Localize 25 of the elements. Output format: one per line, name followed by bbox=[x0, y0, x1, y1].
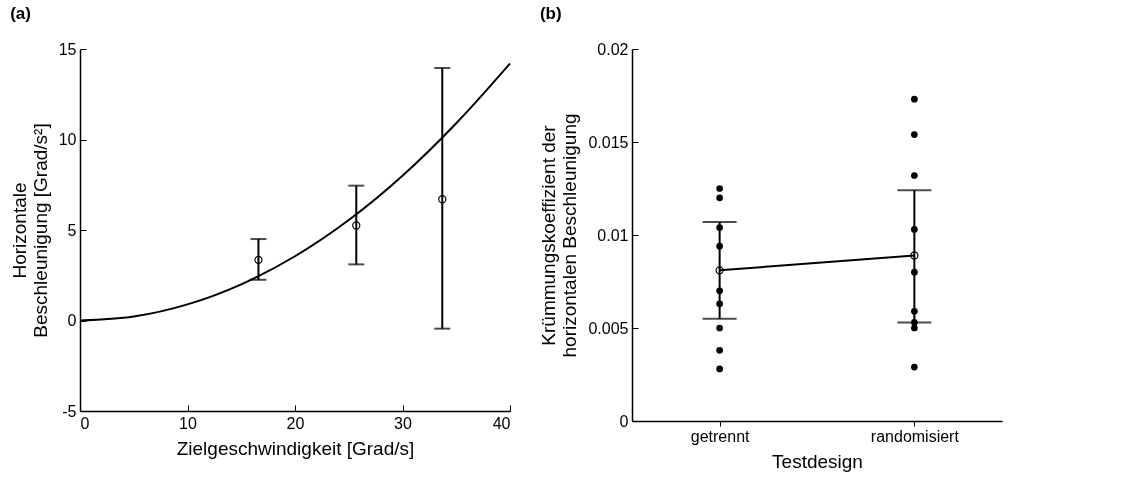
x-axis-title: Testdesign bbox=[772, 450, 863, 472]
y-tick-label: 0.005 bbox=[588, 319, 629, 337]
x-tick-label: 40 bbox=[492, 414, 511, 432]
y-tick-label: -5 bbox=[62, 402, 77, 420]
y-tick-label: 0.015 bbox=[588, 133, 629, 151]
y-tick-label: 0.01 bbox=[597, 226, 629, 244]
x-tick-label: randomisiert bbox=[870, 427, 960, 445]
chart-title: (b) bbox=[539, 4, 562, 23]
y-tick-label: 0 bbox=[67, 312, 77, 329]
x-tick-label: 30 bbox=[394, 414, 412, 432]
x-tick-label: 20 bbox=[286, 414, 305, 432]
point bbox=[438, 195, 447, 204]
point bbox=[352, 221, 361, 230]
y-axis-title: Horizontale Beschleunigung [Grad/s²] bbox=[8, 123, 51, 338]
point bbox=[254, 255, 263, 264]
x-tick-label: getrennt bbox=[690, 427, 751, 445]
x-axis-title: Zielgeschwindigkeit [Grad/s] bbox=[176, 437, 415, 459]
x-tick-label: 10 bbox=[179, 414, 197, 432]
y-tick-label: 10 bbox=[58, 131, 77, 148]
y-axis-title: Krümmungskoeffizient der horizontalen Beschleunigung bbox=[538, 113, 581, 358]
y-tick-label: 15 bbox=[58, 40, 77, 58]
chart-title: (a) bbox=[10, 4, 31, 23]
x-tick-label: 0 bbox=[80, 414, 90, 432]
y-tick-label: 0.02 bbox=[597, 40, 629, 58]
y-tick-label: 5 bbox=[67, 221, 77, 239]
